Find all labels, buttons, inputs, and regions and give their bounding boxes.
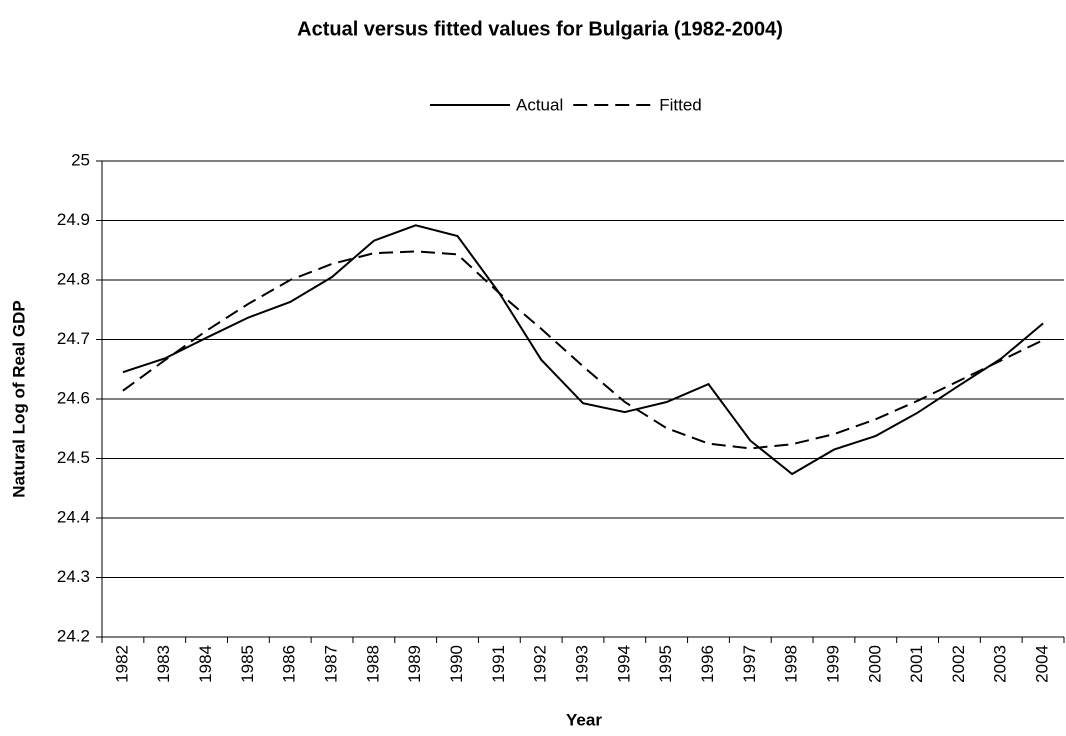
y-tick-label: 24.5 [57,448,90,467]
x-tick-label: 2000 [865,645,884,683]
series-line [122,224,1044,476]
x-tick-label: 1986 [280,645,299,683]
y-tick-label: 25 [71,150,90,169]
x-tick-label: 1982 [112,645,131,683]
x-axis-title: Year [566,710,602,729]
x-tick-label: 1994 [614,645,633,683]
y-tick-label: 24.6 [57,388,90,407]
chart-title: Actual versus fitted values for Bulgaria… [297,18,783,40]
y-tick-label: 24.8 [57,269,90,288]
x-tick-label: 1996 [698,645,717,683]
x-tick-label: 1984 [196,645,215,683]
x-tick-label: 1991 [489,645,508,683]
y-tick-label: 24.4 [57,507,90,526]
y-tick-label: 24.7 [57,329,90,348]
y-tick-label: 24.3 [57,567,90,586]
x-tick-label: 1995 [656,645,675,683]
x-tick-label: 1992 [531,645,550,683]
x-tick-label: 1985 [238,645,257,683]
x-tick-label: 2002 [949,645,968,683]
x-tick-label: 1989 [405,645,424,683]
x-tick-label: 1997 [740,645,759,683]
x-tick-label: 2001 [907,645,926,683]
x-tick-label: 2004 [1033,645,1052,683]
y-tick-label: 24.2 [57,626,90,645]
x-tick-label: 2003 [991,645,1010,683]
legend-label: Actual [516,95,563,114]
x-tick-label: 1988 [363,645,382,683]
x-tick-label: 1993 [572,645,591,683]
y-tick-label: 24.9 [57,210,90,229]
x-tick-label: 1987 [322,645,341,683]
x-tick-label: 1998 [782,645,801,683]
legend-label: Fitted [659,95,702,114]
x-tick-label: 1990 [447,645,466,683]
y-axis-title: Natural Log of Real GDP [9,300,28,497]
x-tick-label: 1999 [823,645,842,683]
x-tick-label: 1983 [154,645,173,683]
